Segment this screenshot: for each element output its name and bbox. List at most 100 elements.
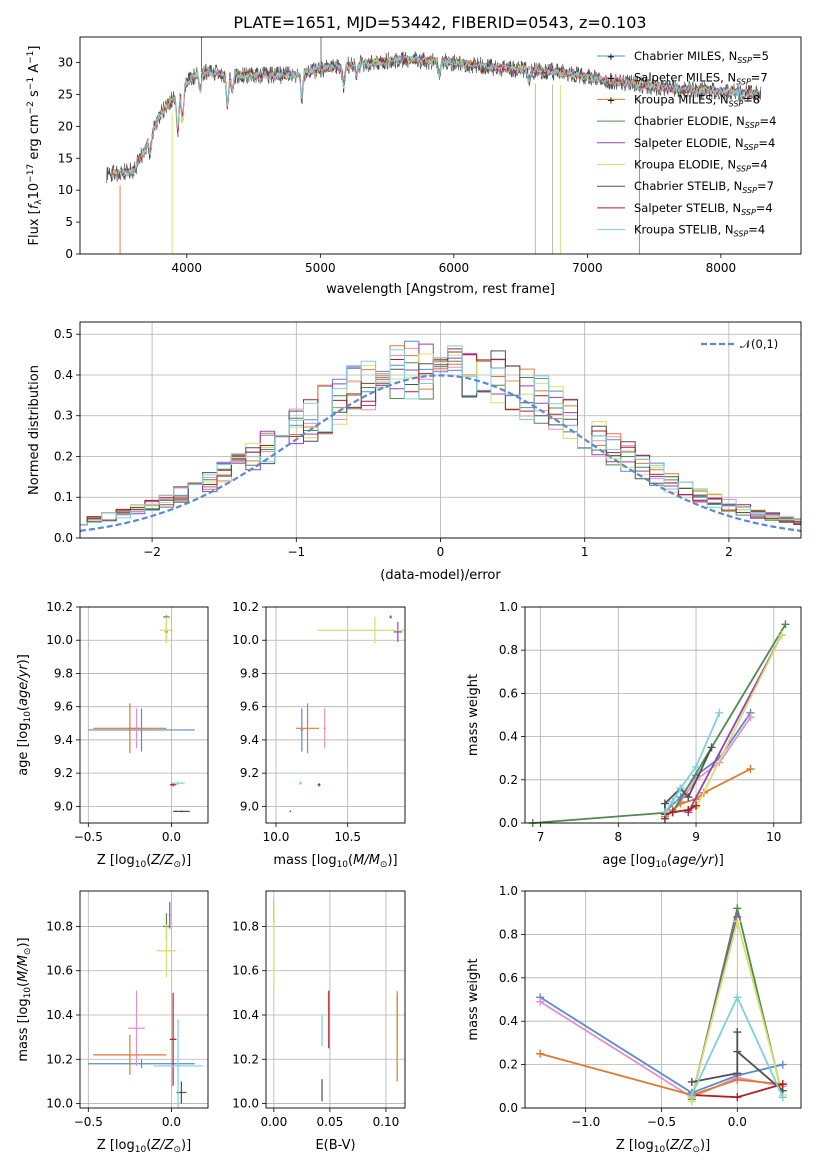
x-tick-label: 0.0	[162, 830, 181, 844]
y-tick-label: 1.0	[499, 600, 518, 614]
error-bar-point	[168, 902, 171, 929]
weight-vs-Z-frame	[524, 890, 802, 1109]
label-part: )]	[16, 937, 31, 947]
y-tick-label: 1.0	[499, 884, 518, 898]
label-part: (	[16, 982, 31, 987]
spectrum-frame	[79, 36, 802, 255]
x-tick-label: −1	[287, 545, 305, 559]
legend-label: Salpeter ELODIE, NSSP=4	[634, 136, 775, 152]
weight-vs-Z-ylabel: mass weight	[466, 958, 481, 1040]
weight-point-marker	[684, 806, 693, 815]
label-part: M/M	[353, 853, 380, 868]
label-part: Z/Z	[150, 1138, 174, 1153]
ylabel-part: 10	[27, 183, 42, 200]
x-tick-label: 7	[537, 830, 545, 844]
ylabel-part: −1	[26, 51, 36, 64]
weight-point-marker	[733, 1028, 742, 1037]
label-part: ⊙	[173, 860, 181, 870]
x-tick-label: 0.0	[728, 1115, 747, 1129]
label-part: ⊙	[173, 1145, 181, 1155]
weight-series-line	[691, 1032, 784, 1092]
legend-tail: =5	[752, 49, 769, 63]
weight-point-marker	[733, 917, 742, 926]
weight-point-marker	[733, 1047, 742, 1056]
y-tick-label: 0.6	[499, 971, 518, 985]
legend-sub: SSP	[734, 230, 749, 239]
label-part: (	[146, 1138, 151, 1153]
label-part: )]	[387, 853, 397, 868]
y-tick-label: 25	[58, 87, 73, 101]
y-tick-label: 0.3	[54, 409, 73, 423]
y-tick-label: 10.4	[232, 1008, 259, 1022]
y-tick-label: 0	[65, 247, 73, 261]
error-bar-point	[88, 708, 195, 752]
label-part: age/yr	[16, 663, 31, 706]
mass-vs-Z-axes: −0.5 0.010.010.210.410.610.8Z [log10(Z/Z⊙…	[16, 890, 209, 1155]
y-tick-label: 10.2	[232, 600, 259, 614]
y-tick-label: 0.0	[499, 1101, 518, 1115]
age-vs-Z-xlabel: Z [log10(Z/Z⊙)]	[97, 853, 191, 870]
error-bar-point	[289, 810, 292, 813]
x-tick-label: −0.5	[74, 830, 103, 844]
weight-point-marker	[536, 997, 545, 1006]
y-tick-label: 0.4	[54, 368, 73, 382]
weight-series-line	[664, 804, 697, 816]
legend-tail: =4	[756, 201, 773, 215]
legend-label: Kroupa STELIB, NSSP=4	[634, 223, 765, 239]
legend-sub: SSP	[729, 99, 744, 108]
ylabel-part: erg cm	[27, 114, 42, 163]
weight-vs-age-frame	[524, 606, 802, 824]
legend-text: Salpeter STELIB, N	[634, 201, 741, 215]
label-part: (	[665, 1138, 670, 1153]
mass-vs-ebv-xlabel: E(B-V)	[315, 1138, 355, 1153]
weight-point-marker	[676, 784, 685, 793]
y-tick-label: 0.8	[499, 643, 518, 657]
y-tick-label: 9.6	[54, 700, 73, 714]
legend-tail: =8	[743, 92, 760, 106]
x-tick-label: 10.5	[334, 830, 361, 844]
legend-label: Chabrier MILES, NSSP=5	[634, 49, 769, 65]
y-tick-label: 10.4	[46, 1008, 73, 1022]
y-tick-label: 10.2	[232, 1052, 259, 1066]
legend-sub: SSP	[736, 78, 751, 87]
error-bar-point	[393, 621, 403, 642]
label-part: mass [log	[16, 998, 31, 1061]
y-tick-label: 10.6	[232, 964, 259, 978]
weight-point-marker	[746, 713, 755, 722]
y-tick-label: 10.2	[46, 600, 73, 614]
y-tick-label: 0.0	[54, 531, 73, 545]
y-tick-label: 0.6	[499, 686, 518, 700]
y-tick-label: 0.2	[499, 1058, 518, 1072]
weight-series-line	[539, 1052, 783, 1096]
weight-point-marker	[778, 1093, 787, 1102]
label-part: (	[16, 706, 31, 711]
label-part: age [log	[16, 723, 31, 776]
error-bar-point	[323, 708, 327, 749]
y-tick-label: 10.0	[46, 1097, 73, 1111]
weight-point-marker	[660, 808, 669, 817]
age-vs-mass-axes: 10.0 10.5 9.0 9.2 9.4 9.6 9.8 10.0 10.2 mass [log…	[232, 600, 406, 870]
weight-vs-Z-axes: −1.0 −0.5 0.0 0.0 0.2 0.4 0.6 0.8 1.0 Z [log10(Z/…	[466, 884, 802, 1155]
label-part: Z [log	[97, 1138, 135, 1153]
y-tick-label: 10.8	[232, 919, 259, 933]
weight-point-marker	[668, 797, 677, 806]
residual-xlabel: (data-model)/error	[380, 568, 501, 583]
label-part: M/M	[16, 955, 31, 982]
x-tick-label: 0.00	[260, 1115, 287, 1129]
x-tick-label: 9	[692, 830, 700, 844]
x-tick-label: 4000	[172, 261, 203, 275]
label-part: 10	[23, 711, 33, 723]
y-tick-label: 0.1	[54, 490, 73, 504]
legend-label: Chabrier STELIB, NSSP=7	[634, 179, 774, 195]
y-tick-label: 10	[58, 183, 73, 197]
mass-vs-ebv-frame	[265, 890, 406, 1109]
age-vs-Z-axes: −0.5 0.09.09.29.49.69.810.010.2Z [log10(Z…	[16, 600, 209, 870]
weight-point-marker	[733, 1093, 742, 1102]
y-tick-label: 0.2	[499, 773, 518, 787]
error-bar-point	[88, 1059, 195, 1069]
spectrum-line-kroupa-stelib-nseries	[111, 55, 759, 178]
ylabel-part: s	[27, 90, 42, 101]
x-tick-label: 10	[766, 830, 781, 844]
y-tick-label: 10.0	[46, 633, 73, 647]
age-vs-Z-frame	[79, 606, 209, 824]
